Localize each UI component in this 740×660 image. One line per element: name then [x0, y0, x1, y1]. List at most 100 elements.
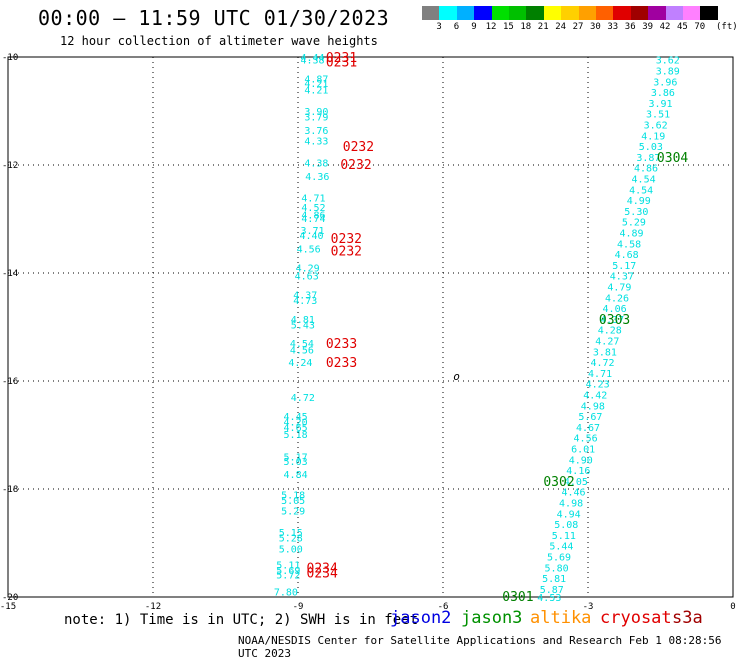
wave-height-value: 4.98: [559, 499, 583, 510]
wave-height-value: 4.54: [629, 185, 653, 196]
color-scale-swatch: [630, 6, 649, 20]
color-scale-swatch: [474, 6, 493, 20]
latitude-tick-label: -20: [2, 593, 18, 603]
wave-height-value: 4.79: [607, 283, 631, 294]
satellite-name: jason3: [461, 608, 523, 628]
color-scale-swatch: [613, 6, 632, 20]
wave-height-value: 3.96: [653, 77, 677, 88]
color-scale-label: 12: [485, 22, 497, 32]
wave-height-value: 4.38: [304, 158, 328, 169]
wave-height-value: 5.17: [284, 453, 308, 464]
wave-height-value: 4.44: [300, 53, 324, 64]
color-scale-swatch: [596, 6, 614, 20]
color-scale-swatch: [439, 6, 458, 20]
wave-height-value: 5.05: [281, 496, 305, 507]
pass-time-label: 0303: [599, 313, 630, 328]
color-scale-label: 15: [503, 22, 514, 32]
wave-height-value: 4.23: [586, 380, 610, 391]
wave-height-value: 4.86: [634, 164, 658, 175]
wave-height-value: 5.69: [276, 566, 300, 577]
color-scale-swatch: [422, 6, 440, 20]
map-subtitle: 12 hour collection of altimeter wave hei…: [60, 34, 378, 48]
wave-height-value: 4.72: [291, 393, 315, 404]
wave-height-value: 4.99: [627, 196, 651, 207]
color-scale-label: 6: [453, 22, 460, 32]
latitude-tick-label: -14: [2, 269, 18, 279]
color-scale-label: 21: [537, 22, 549, 32]
color-scale-swatch: [561, 6, 580, 20]
color-scale-swatch: [491, 6, 510, 20]
wave-height-value: 4.56: [290, 346, 314, 357]
wave-height-value: 3.51: [646, 110, 670, 121]
wave-height-value: 4.33: [304, 137, 328, 148]
color-scale-label: 70: [694, 22, 706, 32]
wave-height-value: 4.20: [284, 418, 308, 429]
wave-height-value: 4.54: [290, 339, 314, 350]
pass-time-label: 0231: [326, 55, 357, 70]
pass-time-label: 0232: [340, 158, 371, 173]
wave-height-value: 4.53: [537, 593, 561, 604]
wave-height-value: 4.56: [297, 245, 321, 256]
wave-height-value: 5.87: [540, 585, 564, 596]
satellite-name: cryosat: [600, 608, 672, 628]
wave-height-value: 5.69: [547, 553, 571, 564]
wave-height-value: 5.17: [612, 261, 636, 272]
wave-height-value: 3.87: [636, 153, 660, 164]
wave-height-value: 4.28: [598, 326, 622, 337]
color-scale-unit: (ft): [716, 22, 738, 32]
color-scale-swatch: [683, 6, 701, 20]
wave-height-value: 4.65: [284, 423, 308, 434]
pass-time-label: 0233: [326, 356, 357, 371]
wave-height-value: 5.03: [639, 142, 663, 153]
pass-time-label: 0232: [343, 140, 374, 155]
wave-height-value: 4.98: [581, 401, 605, 412]
wave-height-value: 4.26: [605, 293, 629, 304]
wave-height-value: 5.00: [279, 544, 303, 555]
wave-height-value: 4.71: [588, 369, 612, 380]
wave-height-value: 4.46: [561, 488, 585, 499]
wave-height-value: 5.30: [624, 207, 648, 218]
pass-time-label: 0232: [331, 244, 362, 259]
wave-height-value: 4.24: [288, 358, 312, 369]
wave-height-value: 4.36: [305, 172, 329, 183]
wave-height-value: 5.28: [279, 534, 303, 545]
wave-height-value: 4.06: [603, 304, 627, 315]
wave-height-value: 4.90: [569, 455, 593, 466]
color-scale-swatch: [456, 6, 475, 20]
wave-height-value: 5.08: [554, 520, 578, 531]
wave-height-value: 3.71: [300, 226, 324, 237]
wave-height-value: 5.44: [549, 542, 573, 553]
wave-height-value: 3.79: [304, 112, 328, 123]
wave-height-value: 3.90: [304, 107, 328, 118]
color-scale-label: 39: [642, 22, 654, 32]
wave-height-value: 4.19: [641, 131, 665, 142]
wave-height-value: 4.68: [615, 250, 639, 261]
wave-height-value: 4.89: [619, 229, 643, 240]
wave-height-value: 3.91: [648, 99, 672, 110]
color-scale-swatch: [700, 6, 719, 20]
color-scale-swatch: [648, 6, 667, 20]
wave-height-value: 5.80: [545, 563, 569, 574]
wave-height-value: 4.21: [304, 85, 328, 96]
wave-height-value: 5.11: [552, 531, 576, 542]
wave-height-value: 4.52: [301, 203, 325, 214]
latitude-tick-label: -16: [2, 377, 18, 387]
wave-height-value: 3.62: [656, 56, 680, 67]
wave-height-value: 3.86: [651, 88, 675, 99]
wave-height-value: 4.37: [600, 315, 624, 326]
wave-height-value: 5.11: [276, 561, 300, 572]
pass-time-label: 0231: [326, 51, 357, 66]
wave-height-value: 4.84: [284, 470, 308, 481]
color-scale-swatch: [526, 6, 545, 20]
wave-height-value: 5.18: [281, 490, 305, 501]
wave-height-value: 5.81: [542, 574, 566, 585]
wave-height-value: 5.72: [276, 570, 300, 581]
satellite-name: altika: [530, 608, 592, 628]
wave-height-value: 4.05: [564, 477, 588, 488]
wave-height-value: 4.94: [557, 509, 581, 520]
wave-height-value: 4.63: [295, 272, 319, 283]
wave-height-value: 4.45: [284, 412, 308, 423]
color-scale-label: 33: [607, 22, 619, 32]
longitude-tick-label: -3: [583, 602, 594, 612]
